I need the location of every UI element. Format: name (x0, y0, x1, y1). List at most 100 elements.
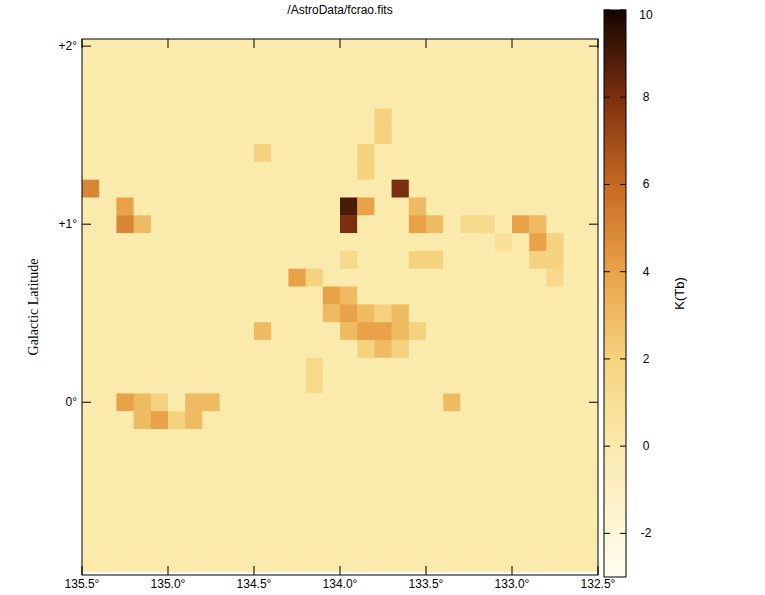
cell (443, 358, 461, 376)
cell (168, 215, 186, 233)
cell (116, 322, 134, 340)
cell (478, 465, 496, 483)
cell (288, 144, 306, 162)
cell (288, 91, 306, 109)
cell (306, 500, 324, 518)
cell (374, 269, 392, 287)
cell (357, 287, 375, 305)
cell (478, 39, 496, 56)
cell (409, 287, 427, 305)
cell (116, 197, 134, 215)
cell (426, 340, 444, 358)
cell (443, 233, 461, 251)
cell (220, 304, 238, 322)
cell (581, 233, 598, 251)
cell (116, 304, 134, 322)
cell (99, 162, 117, 180)
cell (99, 108, 117, 126)
cell (168, 536, 186, 554)
colorbar-tick-label: 10 (639, 8, 653, 22)
cell (426, 215, 444, 233)
cell (323, 55, 341, 73)
x-tick (426, 566, 427, 575)
cell (374, 126, 392, 144)
cell (529, 233, 547, 251)
colorbar-tick (620, 271, 626, 272)
cell (237, 144, 255, 162)
cell (340, 447, 358, 465)
cell (340, 55, 358, 73)
cell (185, 39, 203, 56)
cell (271, 500, 289, 518)
cell (99, 465, 117, 483)
cell (185, 91, 203, 109)
cell (426, 197, 444, 215)
cell (443, 393, 461, 411)
cell (357, 500, 375, 518)
cell (271, 197, 289, 215)
cell (512, 393, 530, 411)
cell (99, 55, 117, 73)
cell (254, 73, 272, 91)
cell (185, 73, 203, 91)
cell (460, 55, 478, 73)
cell (546, 358, 564, 376)
cell (564, 411, 582, 429)
cell (82, 393, 100, 411)
cell (151, 108, 169, 126)
cell (357, 251, 375, 269)
cell (306, 269, 324, 287)
cell (426, 126, 444, 144)
cell (271, 269, 289, 287)
cell (202, 447, 220, 465)
cell (306, 144, 324, 162)
cell (374, 482, 392, 500)
cell (426, 233, 444, 251)
cell (168, 91, 186, 109)
cell (460, 304, 478, 322)
cell (288, 108, 306, 126)
cell (288, 447, 306, 465)
cell (151, 144, 169, 162)
cell (82, 429, 100, 447)
cell (529, 55, 547, 73)
cell (460, 429, 478, 447)
cell (306, 126, 324, 144)
cell (288, 39, 306, 56)
cell (288, 500, 306, 518)
cell (202, 197, 220, 215)
cell (151, 197, 169, 215)
cell (151, 340, 169, 358)
cell (323, 162, 341, 180)
cell (581, 340, 598, 358)
cell (237, 536, 255, 554)
cell (512, 233, 530, 251)
cell (529, 126, 547, 144)
cell (478, 393, 496, 411)
cell (340, 340, 358, 358)
cell (237, 447, 255, 465)
cell (546, 376, 564, 394)
cell (529, 482, 547, 500)
cell (460, 376, 478, 394)
cell (564, 144, 582, 162)
cell (443, 304, 461, 322)
cell (546, 465, 564, 483)
cell (392, 73, 410, 91)
cell (323, 340, 341, 358)
cell (340, 215, 358, 233)
cell (512, 411, 530, 429)
cell (254, 180, 272, 198)
cell (460, 536, 478, 554)
cell (564, 304, 582, 322)
cell (460, 393, 478, 411)
cell (116, 287, 134, 305)
cell (323, 251, 341, 269)
cell (185, 233, 203, 251)
cell (374, 108, 392, 126)
cell (529, 162, 547, 180)
cell (168, 518, 186, 536)
cell (581, 393, 598, 411)
cell (546, 322, 564, 340)
x-tick (598, 566, 599, 575)
